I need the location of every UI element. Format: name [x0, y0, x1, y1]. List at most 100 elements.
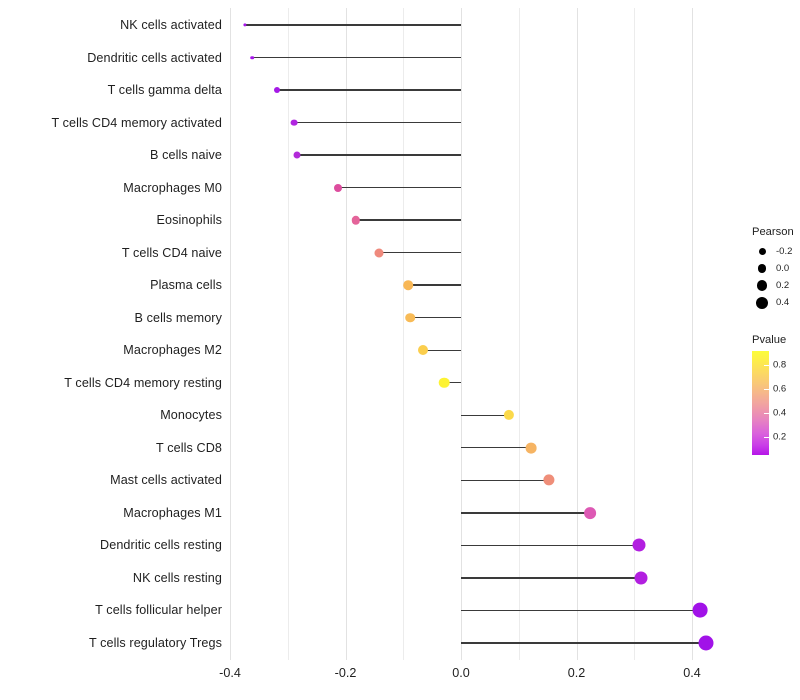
y-axis-tick-label: T cells CD4 naive — [121, 245, 222, 260]
lollipop-dot[interactable] — [632, 538, 646, 552]
x-axis-tick-label: 0.2 — [567, 666, 586, 680]
lollipop-dot[interactable] — [290, 119, 298, 126]
gridline-minor — [287, 8, 289, 660]
lollipop-dot[interactable] — [525, 442, 537, 454]
colorbar-gradient — [752, 351, 769, 455]
legend-size-dot — [758, 248, 766, 255]
y-axis-tick-label: Mast cells activated — [110, 473, 222, 488]
lollipop-stem — [461, 577, 642, 579]
y-axis-tick-label: B cells memory — [134, 310, 222, 325]
lollipop-stem — [461, 479, 549, 481]
colorbar-tick — [764, 437, 769, 439]
lollipop-dot[interactable] — [273, 87, 280, 94]
lollipop-stem — [296, 154, 461, 156]
y-axis-tick-label: B cells naive — [150, 148, 222, 163]
lollipop-dot[interactable] — [243, 23, 247, 27]
gridline-major — [692, 8, 693, 660]
lollipop-dot[interactable] — [403, 280, 414, 290]
lollipop-dot[interactable] — [333, 183, 342, 192]
lollipop-stem — [422, 349, 461, 351]
colorbar-tick — [764, 413, 769, 415]
legend-size-item: 0.0 — [752, 260, 800, 277]
y-axis-tick-label: NK cells activated — [120, 18, 222, 32]
legend-size-swatch-wrap — [752, 296, 772, 309]
lollipop-dot[interactable] — [543, 474, 555, 486]
legend-size-item: 0.2 — [752, 277, 800, 294]
lollipop-dot[interactable] — [698, 635, 714, 651]
lollipop-stem — [461, 447, 531, 449]
lollipop-dot[interactable] — [250, 55, 254, 60]
gridline-minor — [403, 8, 405, 660]
x-axis: -0.4 -0.2 0.0 0.2 0.4 — [0, 660, 800, 700]
legend-pearson-title: Pearson — [752, 226, 794, 238]
lollipop-stem — [444, 382, 461, 384]
x-axis-tick-label: 0.4 — [683, 666, 701, 680]
lollipop-dot[interactable] — [374, 248, 384, 258]
legend-size-label: -0.2 — [776, 246, 793, 257]
y-axis-tick-label: Macrophages M2 — [123, 343, 222, 358]
lollipop-stem — [461, 512, 590, 514]
lollipop-stem — [461, 609, 701, 612]
colorbar-tick — [764, 365, 769, 367]
y-axis-tick-label: NK cells resting — [132, 570, 222, 585]
lollipop-dot[interactable] — [438, 377, 450, 389]
x-axis-tick-label: 0.0 — [452, 666, 470, 680]
legend-size-dot — [756, 280, 768, 291]
x-axis-tick-label: -0.4 — [219, 666, 241, 680]
y-axis-tick-label: T cells follicular helper — [95, 603, 222, 618]
lollipop-stem — [355, 219, 461, 221]
legend-size-swatch-wrap — [752, 248, 772, 255]
lollipop-stem — [461, 414, 509, 416]
y-axis-tick-label: Dendritic cells resting — [100, 538, 222, 553]
y-axis-tick-label: Macrophages M1 — [123, 505, 222, 520]
gridline-major — [576, 8, 578, 660]
lollipop-dot[interactable] — [405, 312, 415, 323]
y-axis-tick-label: Eosinophils — [156, 213, 222, 228]
y-axis-tick-label: Macrophages M0 — [123, 180, 222, 195]
lollipop-dot[interactable] — [417, 345, 428, 356]
legend-size-dot — [756, 296, 768, 309]
lollipop-stem — [408, 284, 461, 286]
lollipop-dot[interactable] — [503, 410, 515, 421]
lollipop-dot[interactable] — [351, 215, 361, 225]
y-axis-labels: NK cells activated Dendritic cells activa… — [0, 8, 222, 660]
y-axis-tick-label: T cells regulatory Tregs — [88, 635, 222, 650]
legend-size-item: 0.4 — [752, 294, 800, 311]
colorbar-tick-label: 0.8 — [773, 359, 787, 371]
legend-size-swatch-wrap — [752, 280, 772, 291]
y-axis-tick-label: T cells CD8 — [156, 440, 222, 455]
lollipop-stem — [294, 121, 461, 124]
x-axis-tick-label: -0.2 — [334, 666, 357, 680]
colorbar-tick — [764, 389, 769, 391]
lollipop-dot[interactable] — [692, 602, 708, 618]
lollipop-dot[interactable] — [634, 571, 648, 585]
legend-size-swatch-wrap — [752, 264, 772, 273]
lollipop-stem — [410, 316, 461, 319]
gridline-minor — [634, 8, 636, 660]
lollipop-dot[interactable] — [293, 151, 301, 159]
legend-size-dot — [757, 264, 767, 273]
gridline-major — [230, 8, 231, 660]
y-axis-tick-label: T cells CD4 memory activated — [51, 115, 222, 130]
legend-size-label: 0.2 — [776, 280, 790, 291]
lollipop-stem — [461, 642, 707, 644]
legend-size-label: 0.0 — [776, 263, 790, 274]
legend-pearson-items: -0.2 0.0 0.2 0.4 — [752, 243, 800, 311]
lollipop-stem — [251, 56, 461, 59]
lollipop-stem — [378, 251, 461, 254]
colorbar-tick-label: 0.6 — [773, 383, 787, 395]
gridline-major — [345, 8, 347, 660]
lollipop-stem — [245, 24, 461, 26]
legend-pvalue-colorbar: Pvalue 0.8 0.6 0.4 0.2 — [752, 334, 800, 455]
colorbar-tick-label: 0.2 — [773, 431, 787, 443]
lollipop-dot[interactable] — [583, 506, 596, 519]
y-axis-tick-label: Monocytes — [160, 408, 222, 423]
lollipop-stem — [461, 544, 639, 547]
legend-size-label: 0.4 — [776, 297, 790, 308]
lollipop-stem — [276, 89, 461, 91]
legend-pearson-size: Pearson -0.2 0.0 0.2 0.4 — [752, 226, 800, 311]
y-axis-tick-label: Plasma cells — [150, 278, 222, 293]
gridline-major — [461, 8, 462, 660]
colorbar-tick-label: 0.4 — [773, 407, 787, 419]
